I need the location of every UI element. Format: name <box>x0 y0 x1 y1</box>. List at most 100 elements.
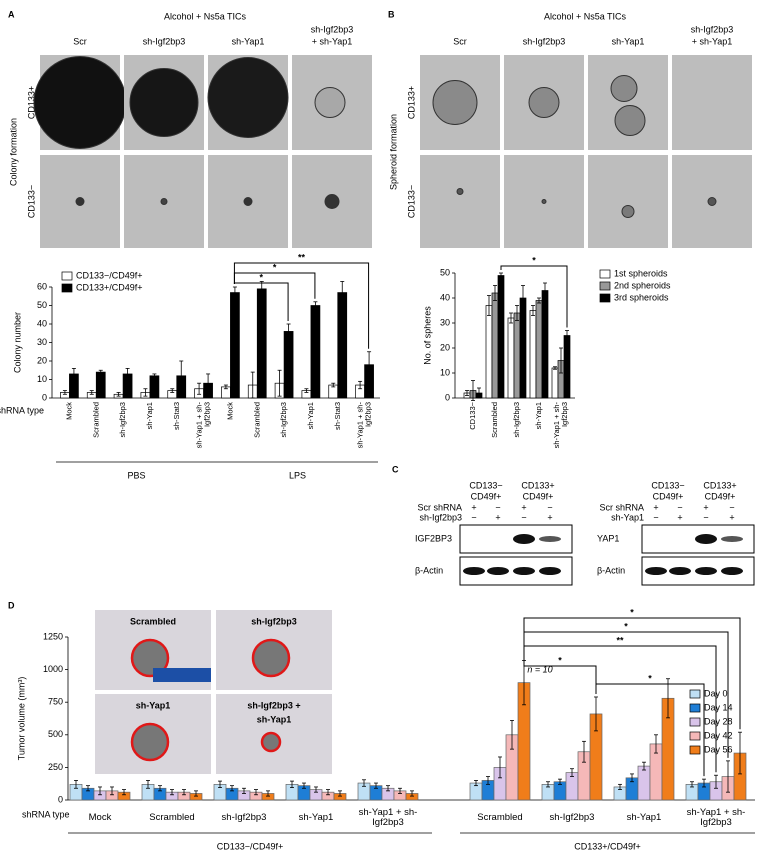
x-tick-label-box: sh-Yap1 + sh-Igf2bp3 <box>552 402 569 449</box>
significance-label: * <box>259 272 263 282</box>
significance-label: * <box>273 262 277 272</box>
band <box>669 567 691 575</box>
photo-blob <box>243 197 253 206</box>
x-tick-label: sh-Igf2bp3 <box>118 402 128 438</box>
x-tick-label: sh-Yap1 + sh-Igf2bp3 <box>358 807 418 828</box>
photo-blob <box>129 68 199 137</box>
significance-label: * <box>532 255 536 265</box>
group-label: CD133−/CD49f+ <box>217 841 284 851</box>
bar <box>149 375 160 399</box>
panel-label: B <box>388 9 395 19</box>
x-tick-label: Mock <box>88 812 112 824</box>
band-label: YAP1 <box>597 533 619 543</box>
legend-swatch <box>689 703 701 713</box>
y-tick-label: 1250 <box>43 631 63 641</box>
sign: + <box>471 502 476 512</box>
band <box>695 534 717 544</box>
photo-label: sh-Yap1 <box>257 714 292 724</box>
band <box>463 567 485 575</box>
x-tick-label-box: sh-Igf2bp3 <box>279 402 288 437</box>
sign: − <box>703 512 708 522</box>
side-label: Spheroid formation <box>388 114 398 190</box>
bar <box>551 367 559 399</box>
band <box>721 567 743 575</box>
photo-label: sh-Yap1 <box>136 700 171 710</box>
y-tick-label: 10 <box>440 367 450 377</box>
significance-label: * <box>648 673 652 683</box>
sign: + <box>677 512 682 522</box>
sign: − <box>495 502 500 512</box>
panel-title: Alcohol + Ns5a TICs <box>544 11 627 21</box>
sign: + <box>703 502 708 512</box>
band <box>539 567 561 575</box>
y-axis-label: No. of spheres <box>422 306 432 365</box>
band <box>721 536 743 542</box>
y-tick-label: 1000 <box>43 664 63 674</box>
photo-blob <box>610 75 638 102</box>
x-axis-label: shRNA type <box>0 405 44 415</box>
x-tick-label-box: Scrambled <box>252 402 261 438</box>
band <box>513 534 535 544</box>
group-label: CD133+/CD49f+ <box>574 841 641 851</box>
x-tick-label: sh-Stat3 <box>171 402 181 430</box>
x-tick-label-box: Scrambled <box>477 812 523 824</box>
y-tick-label: 20 <box>37 355 47 365</box>
x-tick-label-box: sh-Yap1 + sh-Igf2bp3 <box>687 808 746 828</box>
y-tick-label: 30 <box>37 337 47 347</box>
x-tick-label: sh-Igf2bp3 <box>549 812 595 824</box>
legend-swatch <box>599 269 611 279</box>
legend-label: 1st spheroids <box>614 268 668 278</box>
bar <box>563 335 571 399</box>
x-tick-label: sh-Yap1 <box>534 402 544 430</box>
legend-swatch <box>61 271 73 281</box>
bar <box>507 317 515 399</box>
x-tick-label-box: sh-Igf2bp3 <box>512 402 521 437</box>
x-tick-label-box: sh-Igf2bp3 <box>221 812 267 824</box>
photo-blob <box>707 197 717 206</box>
column-label: sh-Yap1 <box>232 36 265 46</box>
x-tick-label: Mock <box>64 402 74 420</box>
x-tick-label: sh-Yap1 <box>144 402 154 430</box>
photo-label: sh-Igf2bp3 <box>251 616 297 626</box>
legend-label: CD133−/CD49f+ <box>76 270 143 280</box>
bar <box>529 310 537 399</box>
panel-label: A <box>8 9 15 19</box>
column-header: CD49f+ <box>705 491 736 501</box>
sign: − <box>521 512 526 522</box>
panel-title: Alcohol + Ns5a TICs <box>164 11 247 21</box>
x-tick-label-box: sh-Igf2bp3 <box>549 812 595 824</box>
x-tick-label: sh-Stat3 <box>332 402 342 430</box>
x-tick-label: sh-Yap1 + sh-Igf2bp3 <box>552 402 569 449</box>
photo-blob <box>528 87 560 118</box>
x-tick-label: sh-Igf2bp3 <box>221 812 267 824</box>
photo-blob <box>621 205 635 218</box>
row-label: CD133− <box>26 185 36 218</box>
sign: − <box>677 502 682 512</box>
x-tick-label: Scrambled <box>477 812 523 824</box>
x-tick-label: CD133− <box>468 402 478 430</box>
column-header: CD49f+ <box>653 491 684 501</box>
band <box>645 567 667 575</box>
bar <box>485 305 493 399</box>
y-tick-label: 60 <box>37 281 47 291</box>
photo-blob <box>75 197 85 206</box>
column-label: sh-Igf2bp3 <box>143 36 186 46</box>
legend-label: Day 28 <box>704 716 733 726</box>
y-tick-label: 0 <box>445 392 450 402</box>
bar <box>541 290 549 399</box>
y-tick-label: 30 <box>440 317 450 327</box>
sign: − <box>653 512 658 522</box>
bar <box>337 292 348 399</box>
sign: − <box>547 502 552 512</box>
legend-swatch <box>599 293 611 303</box>
x-tick-label-box: Mock <box>64 402 74 420</box>
y-tick-label: 50 <box>440 267 450 277</box>
significance-bracket <box>233 262 370 349</box>
significance-label: * <box>558 655 562 665</box>
column-header: CD133− <box>651 480 684 490</box>
tumor <box>130 638 170 678</box>
band <box>695 567 717 575</box>
x-tick-label-box: sh-Yap1 <box>306 402 315 429</box>
column-header: CD49f+ <box>471 491 502 501</box>
